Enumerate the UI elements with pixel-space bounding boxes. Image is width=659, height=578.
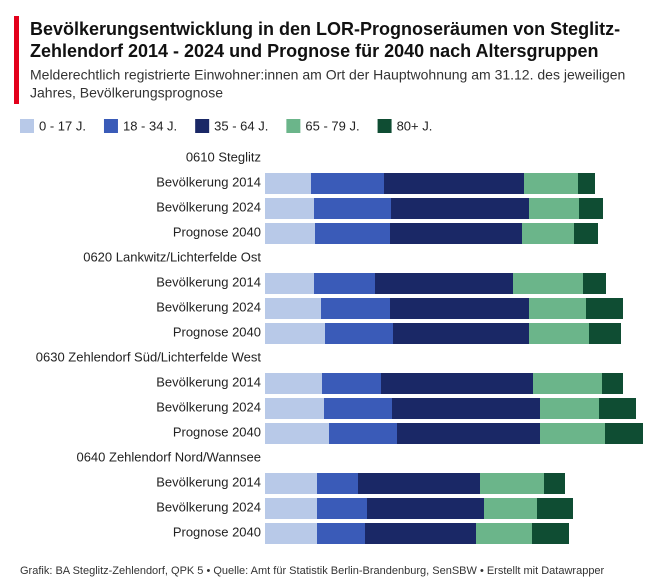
bar-segment [314, 198, 391, 219]
bar-segment [599, 398, 636, 419]
accent-bar [14, 16, 19, 104]
bar-segment [265, 223, 315, 244]
bar-segment [317, 523, 365, 544]
bar-segment [321, 298, 390, 319]
legend-swatch [103, 119, 118, 133]
bar-segment [393, 323, 529, 344]
row-label: Bevölkerung 2024 [156, 299, 261, 314]
bar-segment [265, 423, 329, 444]
row-label: Bevölkerung 2024 [156, 199, 261, 214]
bar-segment [484, 498, 537, 519]
bar-segment [578, 173, 595, 194]
group-label: 0620 Lankwitz/Lichterfelde Ost [83, 249, 261, 264]
legend-swatch [195, 119, 210, 133]
bar-segment [358, 473, 480, 494]
row-label: Bevölkerung 2014 [156, 374, 261, 389]
bar-segment [390, 298, 529, 319]
bar-segment [325, 323, 393, 344]
bar-segment [537, 498, 573, 519]
bar-segment [265, 523, 317, 544]
legend-swatch [20, 119, 34, 133]
bar-segment [392, 398, 540, 419]
legend-label: 0 - 17 J. [39, 118, 86, 133]
bar-segment [533, 373, 602, 394]
bar-segment [265, 273, 314, 294]
bar-segment [317, 498, 367, 519]
row-label: Bevölkerung 2024 [156, 499, 261, 514]
bar-segment [265, 298, 321, 319]
footer: Grafik: BA Steglitz-Zehlendorf, QPK 5 • … [20, 565, 605, 577]
legend-label: 35 - 64 J. [214, 118, 268, 133]
group-label: 0640 Zehlendorf Nord/Wannsee [76, 449, 261, 464]
bar-segment [579, 198, 603, 219]
bar-segment [540, 423, 605, 444]
bar-segment [322, 373, 381, 394]
bar-segment [317, 473, 358, 494]
bar-segment [390, 223, 522, 244]
bar-segment [314, 273, 375, 294]
bar-segment [522, 223, 574, 244]
bar-segment [524, 173, 578, 194]
row-label: Bevölkerung 2014 [156, 274, 261, 289]
row-label: Prognose 2040 [173, 324, 261, 339]
bar-segment [265, 323, 325, 344]
bar-segment [367, 498, 484, 519]
bar-segment [480, 473, 544, 494]
legend-swatch [286, 119, 301, 133]
bar-segment [324, 398, 392, 419]
row-label: Prognose 2040 [173, 524, 261, 539]
bar-segment [586, 298, 623, 319]
subtitle: Melderechtlich registrierte Einwohner:in… [30, 67, 625, 83]
bar-segment [265, 498, 317, 519]
row-label: Bevölkerung 2014 [156, 474, 261, 489]
legend-label: 65 - 79 J. [305, 118, 359, 133]
bar-segment [532, 523, 569, 544]
bar-segment [381, 373, 533, 394]
bar-segment [265, 198, 314, 219]
bar-segment [589, 323, 621, 344]
bar-segment [384, 173, 524, 194]
bar-segment [397, 423, 540, 444]
bar-segment [265, 473, 317, 494]
bar-segment [365, 523, 476, 544]
legend-swatch [377, 119, 392, 133]
bar-segment [602, 373, 623, 394]
chart-title: Zehlendorf 2014 - 2024 und Prognose für … [30, 41, 598, 61]
row-label: Prognose 2040 [173, 224, 261, 239]
bar-segment [583, 273, 606, 294]
bar-segment [540, 398, 599, 419]
row-label: Prognose 2040 [173, 424, 261, 439]
bar-segment [574, 223, 598, 244]
row-label: Bevölkerung 2014 [156, 174, 261, 189]
row-label: Bevölkerung 2024 [156, 399, 261, 414]
bar-segment [391, 198, 529, 219]
bar-segment [544, 473, 565, 494]
bar-segment [265, 173, 311, 194]
bar-segment [311, 173, 384, 194]
bar-segment [329, 423, 397, 444]
legend-label: 18 - 34 J. [123, 118, 177, 133]
group-label: 0630 Zehlendorf Süd/Lichterfelde West [36, 349, 262, 364]
bar-segment [529, 323, 589, 344]
bar-segment [605, 423, 643, 444]
legend-label: 80+ J. [397, 118, 433, 133]
chart-title: Bevölkerungsentwicklung in den LOR-Progn… [30, 19, 620, 39]
bar-segment [315, 223, 390, 244]
bar-segment [529, 298, 586, 319]
subtitle: Jahres, Bevölkerungsprognose [30, 85, 223, 101]
bar-segment [265, 373, 322, 394]
bar-segment [529, 198, 579, 219]
bar-segment [513, 273, 583, 294]
bar-segment [476, 523, 532, 544]
group-label: 0610 Steglitz [186, 149, 261, 164]
bar-segment [265, 398, 324, 419]
bar-segment [375, 273, 513, 294]
